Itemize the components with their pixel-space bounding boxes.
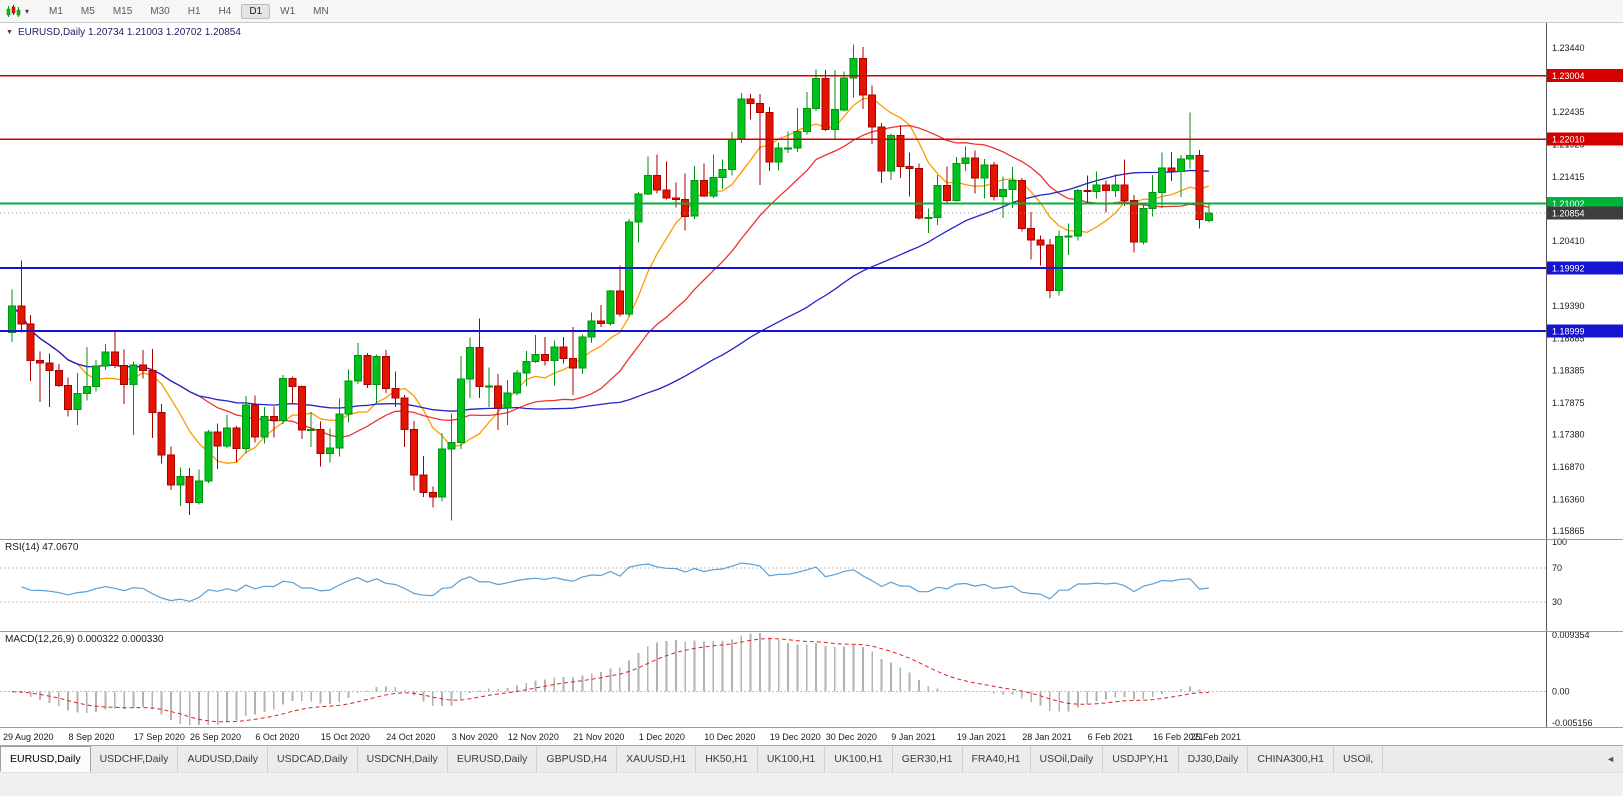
svg-text:21 Nov 2020: 21 Nov 2020	[573, 732, 624, 742]
timeframe-h4[interactable]: H4	[218, 5, 232, 17]
tab-audusd-daily[interactable]: AUDUSD,Daily	[178, 746, 269, 772]
svg-text:1.17380: 1.17380	[1552, 429, 1585, 439]
rsi-line	[21, 562, 1209, 603]
tabs-flow: EURUSD,Daily USDCHF,Daily AUDUSD,Daily USDC…	[0, 746, 1384, 772]
svg-text:28 Jan 2021: 28 Jan 2021	[1022, 732, 1072, 742]
timeframe-w1[interactable]: W1	[280, 5, 296, 17]
timeframe-m5[interactable]: M5	[80, 5, 95, 17]
svg-text:1.22435: 1.22435	[1552, 107, 1585, 117]
svg-text:25 Feb 2021: 25 Feb 2021	[1191, 732, 1242, 742]
chart-type-caret-icon[interactable]: ▾	[25, 6, 30, 16]
svg-text:1.19992: 1.19992	[1552, 263, 1585, 273]
timeframe-toolbar: ▾ M1 M5 M15 M30 H1 H4 D1 W1 MN	[0, 0, 1623, 23]
timeframe-h1[interactable]: H1	[187, 5, 201, 17]
tab-eurusd-daily[interactable]: EURUSD,Daily	[447, 746, 538, 772]
timeframe-m30[interactable]: M30	[150, 5, 170, 17]
tab-usoil-[interactable]: USOil,	[1333, 746, 1384, 772]
svg-text:1.18385: 1.18385	[1552, 365, 1585, 375]
tab-usoil-daily[interactable]: USOil,Daily	[1030, 746, 1104, 772]
svg-text:19 Dec 2020: 19 Dec 2020	[770, 732, 821, 742]
price-tag-1.18999	[1547, 324, 1623, 338]
ma-line-21	[11, 125, 1209, 439]
svg-text:1.15865: 1.15865	[1552, 526, 1585, 536]
svg-text:0.009354: 0.009354	[1552, 630, 1590, 640]
horizontal-lines	[0, 74, 1546, 333]
svg-text:10 Dec 2020: 10 Dec 2020	[704, 732, 755, 742]
macd-signal-line	[11, 638, 1209, 723]
svg-text:0.00: 0.00	[1552, 687, 1570, 697]
tab-ger30-h1[interactable]: GER30,H1	[892, 746, 963, 772]
svg-text:1.16360: 1.16360	[1552, 495, 1585, 505]
svg-text:26 Sep 2020: 26 Sep 2020	[190, 732, 241, 742]
svg-text:19 Jan 2021: 19 Jan 2021	[957, 732, 1007, 742]
tab-xauusd-h1[interactable]: XAUUSD,H1	[617, 746, 697, 772]
svg-text:15 Oct 2020: 15 Oct 2020	[321, 732, 370, 742]
svg-text:8 Sep 2020: 8 Sep 2020	[69, 732, 115, 742]
timeframe-m1[interactable]: M1	[49, 5, 63, 17]
svg-text:100: 100	[1552, 537, 1567, 547]
svg-text:1.22010: 1.22010	[1552, 135, 1585, 145]
timeframe-d1[interactable]: D1	[241, 3, 271, 19]
status-strip	[0, 772, 1623, 796]
tab-hk50-h1[interactable]: HK50,H1	[696, 746, 758, 772]
tab-dj30-daily[interactable]: DJ30,Daily	[1178, 746, 1249, 772]
ma-line-8	[11, 97, 1210, 464]
tab-usdcad-daily[interactable]: USDCAD,Daily	[268, 746, 358, 772]
tab-fra40-h1[interactable]: FRA40,H1	[962, 746, 1031, 772]
svg-text:30: 30	[1552, 597, 1562, 607]
svg-text:16 Feb 2021: 16 Feb 2021	[1153, 732, 1204, 742]
candlesticks	[8, 44, 1213, 521]
timeframe-buttons: M1 M5 M15 M30 H1 H4 D1 W1 MN	[41, 3, 337, 19]
svg-text:1.20410: 1.20410	[1552, 236, 1585, 246]
tab-uk100-h1[interactable]: UK100,H1	[757, 746, 826, 772]
chart-canvas[interactable]: 100 70 30 0.009354 0.00 -0.0051561.234401.229…	[0, 23, 1623, 745]
tab-usdjpy-h1[interactable]: USDJPY,H1	[1103, 746, 1179, 772]
timeframe-mn[interactable]: MN	[313, 5, 329, 17]
moving-averages	[11, 97, 1210, 464]
tab-usdchf-daily[interactable]: USDCHF,Daily	[90, 746, 179, 772]
macd-histogram	[20, 633, 1210, 725]
tab-uk100-h1[interactable]: UK100,H1	[825, 746, 893, 772]
svg-text:1.18885: 1.18885	[1552, 333, 1585, 343]
svg-text:1.18999: 1.18999	[1552, 327, 1585, 337]
svg-text:6 Oct 2020: 6 Oct 2020	[255, 732, 299, 742]
timeframe-m15[interactable]: M15	[112, 5, 133, 17]
svg-text:1.21415: 1.21415	[1552, 172, 1585, 182]
price-tag-1.19992	[1547, 261, 1623, 275]
tab-gbpusd-h4[interactable]: GBPUSD,H4	[537, 746, 618, 772]
svg-text:1.21002: 1.21002	[1552, 199, 1585, 209]
price-tag-current	[1547, 206, 1623, 220]
svg-text:9 Jan 2021: 9 Jan 2021	[891, 732, 936, 742]
time-axis: 29 Aug 2020 8 Sep 2020 17 Sep 2020 26 Sep 2…	[3, 732, 1241, 742]
svg-text:70: 70	[1552, 563, 1562, 573]
svg-text:6 Feb 2021: 6 Feb 2021	[1088, 732, 1134, 742]
price-tag-1.22010	[1547, 132, 1623, 146]
svg-text:30 Dec 2020: 30 Dec 2020	[826, 732, 877, 742]
svg-text:-0.005156: -0.005156	[1552, 718, 1593, 728]
price-axis: 1.234401.229501.224351.219251.214151.209…	[0, 23, 1623, 728]
svg-text:1.20854: 1.20854	[1552, 208, 1585, 218]
tab-china300-h1[interactable]: CHINA300,H1	[1248, 746, 1334, 772]
svg-text:12 Nov 2020: 12 Nov 2020	[508, 732, 559, 742]
chart-type-icon[interactable]	[6, 4, 22, 18]
svg-text:1.23004: 1.23004	[1552, 71, 1585, 81]
macd-pane: 0.009354 0.00 -0.005156	[0, 630, 1593, 728]
svg-text:3 Nov 2020: 3 Nov 2020	[452, 732, 498, 742]
tabs-scroll-left-icon[interactable]: ◄	[1602, 746, 1619, 772]
svg-text:29 Aug 2020: 29 Aug 2020	[3, 732, 54, 742]
svg-text:1 Dec 2020: 1 Dec 2020	[639, 732, 685, 742]
tab-usdcnh-daily[interactable]: USDCNH,Daily	[357, 746, 448, 772]
svg-text:1.23440: 1.23440	[1552, 43, 1585, 53]
svg-text:24 Oct 2020: 24 Oct 2020	[386, 732, 435, 742]
chart-tabs: EURUSD,Daily USDCHF,Daily AUDUSD,Daily USDC…	[0, 745, 1623, 772]
rsi-pane: 100 70 30	[0, 537, 1567, 607]
svg-text:1.16870: 1.16870	[1552, 462, 1585, 472]
price-tag-1.23004	[1547, 69, 1623, 83]
svg-text:1.17875: 1.17875	[1552, 398, 1585, 408]
svg-text:17 Sep 2020: 17 Sep 2020	[134, 732, 185, 742]
tab-eurusd-daily[interactable]: EURUSD,Daily	[0, 746, 91, 772]
chart-window: 100 70 30 0.009354 0.00 -0.0051561.234401.229…	[0, 23, 1623, 745]
svg-text:1.19390: 1.19390	[1552, 301, 1585, 311]
